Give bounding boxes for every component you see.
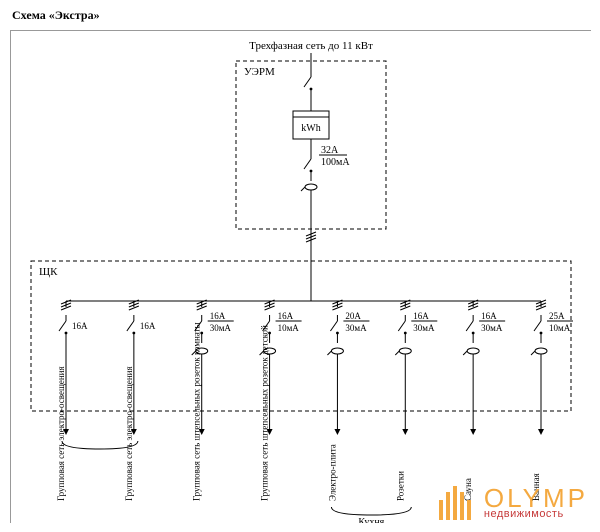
svg-text:30мА: 30мА xyxy=(413,323,435,333)
svg-text:Групповая сеть штепсельных роз: Групповая сеть штепсельных розеток комна… xyxy=(192,322,202,501)
svg-text:100мА: 100мА xyxy=(321,157,350,168)
svg-text:Групповая сеть электро-освещен: Групповая сеть электро-освещения xyxy=(124,366,134,501)
svg-text:16A: 16A xyxy=(413,311,429,321)
svg-text:16A: 16A xyxy=(140,321,156,331)
svg-text:Кухня: Кухня xyxy=(358,517,384,523)
svg-text:Сауна: Сауна xyxy=(463,478,473,501)
svg-text:Электро-плита: Электро-плита xyxy=(327,444,337,501)
svg-text:16A: 16A xyxy=(278,311,294,321)
diagram-frame: Трехфазная сеть до 11 кВт УЭРМ kWh32A100мА… xyxy=(10,30,591,523)
svg-text:Розетки: Розетки xyxy=(395,471,405,501)
svg-text:Ванная: Ванная xyxy=(531,473,541,501)
svg-text:16A: 16A xyxy=(481,311,497,321)
svg-text:25A: 25A xyxy=(549,311,565,321)
svg-text:Групповая сеть штепсельных роз: Групповая сеть штепсельных розеток детск… xyxy=(260,325,270,501)
svg-text:10мА: 10мА xyxy=(549,323,571,333)
svg-text:Трехфазная сеть до 11 кВт: Трехфазная сеть до 11 кВт xyxy=(249,40,373,52)
svg-text:16A: 16A xyxy=(72,321,88,331)
svg-text:30мА: 30мА xyxy=(481,323,503,333)
wiring-diagram: Трехфазная сеть до 11 кВт УЭРМ kWh32A100мА… xyxy=(11,31,591,523)
svg-text:32A: 32A xyxy=(321,145,339,156)
svg-text:30мА: 30мА xyxy=(210,323,232,333)
svg-text:kWh: kWh xyxy=(301,123,320,134)
svg-text:30мА: 30мА xyxy=(345,323,367,333)
page-title: Схема «Экстра» xyxy=(0,0,600,31)
svg-text:20A: 20A xyxy=(345,311,361,321)
svg-text:ЩК: ЩК xyxy=(39,266,58,278)
svg-text:Групповая сеть электро-освещен: Групповая сеть электро-освещения xyxy=(56,366,66,501)
svg-text:УЭРМ: УЭРМ xyxy=(244,66,275,78)
svg-text:10мА: 10мА xyxy=(278,323,300,333)
svg-text:16A: 16A xyxy=(210,311,226,321)
